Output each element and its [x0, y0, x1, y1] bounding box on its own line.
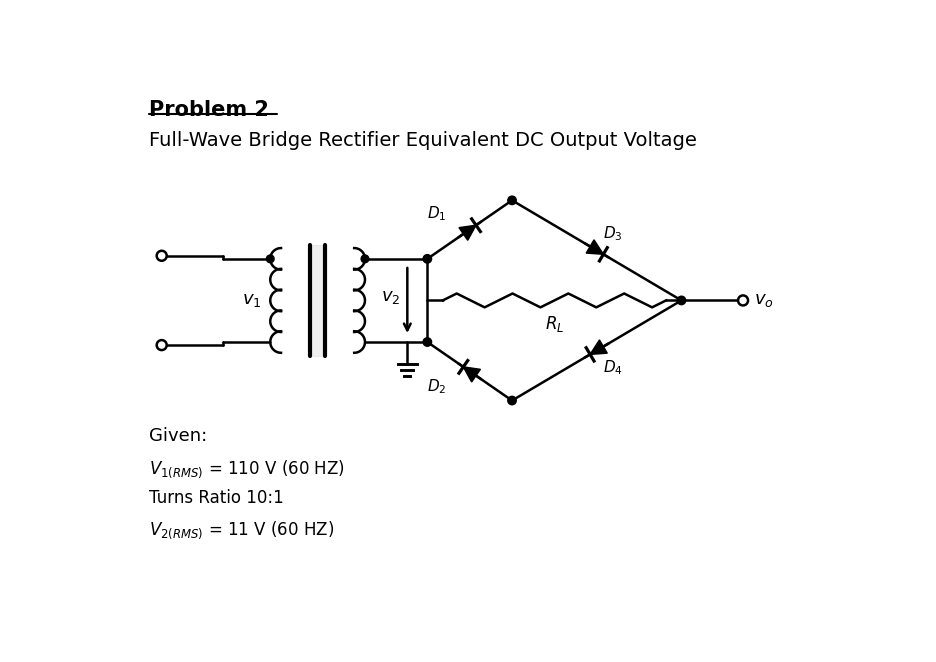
Text: $D_3$: $D_3$ — [603, 224, 622, 243]
Text: $R_L$: $R_L$ — [545, 314, 564, 334]
Circle shape — [267, 255, 274, 263]
Polygon shape — [586, 240, 604, 254]
Text: Turns Ratio 10:1: Turns Ratio 10:1 — [149, 489, 284, 507]
Text: $v_2$: $v_2$ — [381, 287, 400, 306]
Circle shape — [423, 338, 431, 346]
Circle shape — [508, 196, 517, 205]
Text: $V_{1(RMS)}$ = 110 V (60 HZ): $V_{1(RMS)}$ = 110 V (60 HZ) — [149, 458, 344, 480]
Polygon shape — [463, 367, 480, 382]
Circle shape — [678, 296, 686, 305]
Text: Problem 2: Problem 2 — [149, 100, 269, 120]
Circle shape — [156, 251, 167, 261]
Polygon shape — [590, 340, 607, 354]
Text: $D_4$: $D_4$ — [603, 358, 622, 377]
Text: $D_2$: $D_2$ — [427, 377, 446, 396]
Circle shape — [738, 295, 748, 305]
Text: $V_{2(RMS)}$ = 11 V (60 HZ): $V_{2(RMS)}$ = 11 V (60 HZ) — [149, 520, 334, 542]
Text: $D_1$: $D_1$ — [427, 205, 446, 224]
Text: Full-Wave Bridge Rectifier Equivalent DC Output Voltage: Full-Wave Bridge Rectifier Equivalent DC… — [149, 131, 696, 150]
Circle shape — [361, 255, 369, 263]
Text: $v_1$: $v_1$ — [242, 291, 261, 309]
Circle shape — [508, 397, 517, 404]
Circle shape — [156, 340, 167, 350]
Polygon shape — [459, 225, 476, 240]
Text: Given:: Given: — [149, 428, 207, 446]
Circle shape — [423, 255, 431, 263]
Text: $v_o$: $v_o$ — [753, 291, 774, 309]
